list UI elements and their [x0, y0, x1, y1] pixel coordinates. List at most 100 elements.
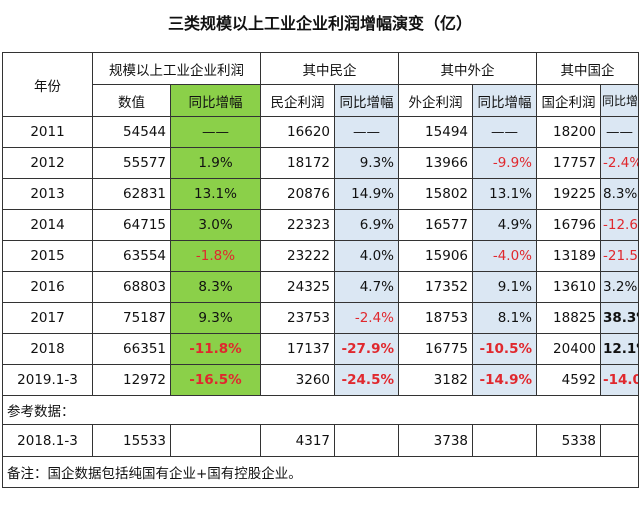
- header-foreign-profit: 外企利润: [398, 84, 473, 117]
- private-profit-cell: 24325: [260, 271, 335, 303]
- ref-empty-cell: [334, 424, 399, 457]
- total-value-cell: 66351: [92, 333, 171, 365]
- private-profit-cell: 23222: [260, 240, 335, 272]
- foreign-profit-cell: 13966: [398, 147, 473, 179]
- total-value-cell: 64715: [92, 209, 171, 241]
- state-yoy-cell: ——: [600, 116, 639, 148]
- state-yoy-cell: 12.1%: [600, 333, 639, 365]
- header-value: 数值: [92, 84, 171, 117]
- header-foreign-yoy: 同比增幅: [472, 84, 537, 117]
- total-yoy-cell: 1.9%: [170, 147, 261, 179]
- private-profit-cell: 18172: [260, 147, 335, 179]
- total-value-cell: 12972: [92, 364, 171, 396]
- state-yoy-cell: -21.5%: [600, 240, 639, 272]
- header-group-private: 其中民企: [260, 52, 399, 85]
- ref-year-cell: 2018.1-3: [2, 424, 93, 457]
- year-cell: 2014: [2, 209, 93, 241]
- foreign-profit-cell: 17352: [398, 271, 473, 303]
- header-group-state: 其中国企: [536, 52, 639, 85]
- year-cell: 2013: [2, 178, 93, 210]
- private-profit-cell: 17137: [260, 333, 335, 365]
- private-yoy-cell: -2.4%: [334, 302, 399, 334]
- state-profit-cell: 16796: [536, 209, 601, 241]
- total-yoy-cell: -16.5%: [170, 364, 261, 396]
- header-year: 年份: [2, 52, 93, 117]
- state-profit-cell: 17757: [536, 147, 601, 179]
- private-yoy-cell: 4.0%: [334, 240, 399, 272]
- year-cell: 2015: [2, 240, 93, 272]
- state-profit-cell: 4592: [536, 364, 601, 396]
- header-group-total: 规模以上工业企业利润: [92, 52, 261, 85]
- total-yoy-cell: 13.1%: [170, 178, 261, 210]
- foreign-yoy-cell: 8.1%: [472, 302, 537, 334]
- private-yoy-cell: -27.9%: [334, 333, 399, 365]
- state-yoy-cell: 3.2%: [600, 271, 639, 303]
- total-yoy-cell: 9.3%: [170, 302, 261, 334]
- private-yoy-cell: -24.5%: [334, 364, 399, 396]
- state-yoy-cell: -12.6%: [600, 209, 639, 241]
- private-profit-cell: 20876: [260, 178, 335, 210]
- profit-table: 年份 规模以上工业企业利润 其中民企 其中外企 其中国企 数值 同比增幅 民企利…: [2, 52, 639, 488]
- ref-total-cell: 15533: [92, 424, 171, 457]
- state-yoy-cell: -2.4%: [600, 147, 639, 179]
- private-profit-cell: 16620: [260, 116, 335, 148]
- private-yoy-cell: 4.7%: [334, 271, 399, 303]
- total-value-cell: 68803: [92, 271, 171, 303]
- reference-row: 2018.1-3 15533 4317 3738 5338: [2, 424, 639, 457]
- foreign-profit-cell: 16775: [398, 333, 473, 365]
- table-row: 2016 68803 8.3% 24325 4.7% 17352 9.1% 13610 3.2%: [2, 271, 639, 303]
- ref-state-cell: 5338: [536, 424, 601, 457]
- ref-empty-cell: [472, 424, 537, 457]
- table-row: 2013 62831 13.1% 20876 14.9% 15802 13.1% 19225 8…: [2, 178, 639, 210]
- total-value-cell: 63554: [92, 240, 171, 272]
- foreign-profit-cell: 15906: [398, 240, 473, 272]
- state-yoy-cell: 38.3%: [600, 302, 639, 334]
- total-value-cell: 75187: [92, 302, 171, 334]
- foreign-yoy-cell: -9.9%: [472, 147, 537, 179]
- total-yoy-cell: -1.8%: [170, 240, 261, 272]
- foreign-yoy-cell: -14.9%: [472, 364, 537, 396]
- private-profit-cell: 3260: [260, 364, 335, 396]
- foreign-yoy-cell: -10.5%: [472, 333, 537, 365]
- foreign-profit-cell: 15494: [398, 116, 473, 148]
- foreign-yoy-cell: 9.1%: [472, 271, 537, 303]
- header-private-profit: 民企利润: [260, 84, 335, 117]
- table-row: 2014 64715 3.0% 22323 6.9% 16577 4.9% 16796 -12.…: [2, 209, 639, 241]
- table-row: 2011 54544 —— 16620 —— 15494 —— 18200 ——: [2, 116, 639, 148]
- total-yoy-cell: ——: [170, 116, 261, 148]
- foreign-yoy-cell: 13.1%: [472, 178, 537, 210]
- header-private-yoy: 同比增幅: [334, 84, 399, 117]
- private-yoy-cell: 14.9%: [334, 178, 399, 210]
- private-yoy-cell: 6.9%: [334, 209, 399, 241]
- year-cell: 2017: [2, 302, 93, 334]
- header-group-foreign: 其中外企: [398, 52, 537, 85]
- total-value-cell: 62831: [92, 178, 171, 210]
- state-profit-cell: 13189: [536, 240, 601, 272]
- header-total-yoy: 同比增幅: [170, 84, 261, 117]
- state-profit-cell: 19225: [536, 178, 601, 210]
- table-row: 2017 75187 9.3% 23753 -2.4% 18753 8.1% 18825 38.…: [2, 302, 639, 334]
- year-cell: 2019.1-3: [2, 364, 93, 396]
- reference-label: 参考数据：: [2, 395, 639, 425]
- page-title: 三类规模以上工业企业利润增幅演变（亿）: [167, 14, 472, 33]
- state-profit-cell: 13610: [536, 271, 601, 303]
- private-yoy-cell: 9.3%: [334, 147, 399, 179]
- total-yoy-cell: 8.3%: [170, 271, 261, 303]
- year-cell: 2018: [2, 333, 93, 365]
- state-yoy-cell: 8.3%: [600, 178, 639, 210]
- ref-empty-cell: [170, 424, 261, 457]
- private-yoy-cell: ——: [334, 116, 399, 148]
- foreign-profit-cell: 15802: [398, 178, 473, 210]
- foreign-profit-cell: 3182: [398, 364, 473, 396]
- table-row: 2019.1-3 12972 -16.5% 3260 -24.5% 3182 -14.9% 4…: [2, 364, 639, 396]
- table-row: 2015 63554 -1.8% 23222 4.0% 15906 -4.0% 13189 -2…: [2, 240, 639, 272]
- foreign-yoy-cell: ——: [472, 116, 537, 148]
- foreign-yoy-cell: -4.0%: [472, 240, 537, 272]
- total-value-cell: 54544: [92, 116, 171, 148]
- private-profit-cell: 22323: [260, 209, 335, 241]
- total-value-cell: 55577: [92, 147, 171, 179]
- total-yoy-cell: -11.8%: [170, 333, 261, 365]
- year-cell: 2016: [2, 271, 93, 303]
- ref-foreign-cell: 3738: [398, 424, 473, 457]
- foreign-yoy-cell: 4.9%: [472, 209, 537, 241]
